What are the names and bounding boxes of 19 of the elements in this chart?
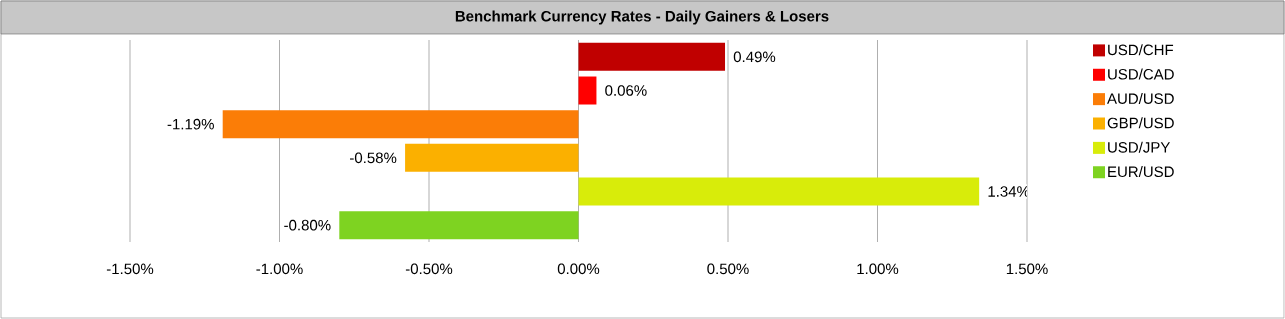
legend-label: GBP/USD xyxy=(1107,117,1174,129)
data-label: -0.80% xyxy=(284,219,331,231)
legend-label: EUR/USD xyxy=(1108,166,1174,178)
data-label: 0.06% xyxy=(605,85,647,96)
data-label: -0.58% xyxy=(350,152,397,164)
x-tick-label: -0.50% xyxy=(405,263,453,275)
x-tick-label: 0.00% xyxy=(557,263,600,275)
x-tick-label: 0.50% xyxy=(707,263,749,275)
legend-label: AUD/USD xyxy=(1107,92,1174,104)
legend-label: USD/JPY xyxy=(1108,141,1171,153)
x-tick-label: 1.50% xyxy=(1006,263,1048,275)
chart-title: Benchmark Currency Rates - Daily Gainers & Losers xyxy=(455,10,829,25)
x-tick-label: -1.50% xyxy=(106,263,154,275)
legend-label: USD/CHF xyxy=(1108,44,1174,56)
x-tick-label: -1.00% xyxy=(256,263,303,275)
x-tick-label: 1.00% xyxy=(857,263,899,275)
legend-label: USD/CAD xyxy=(1108,68,1174,80)
data-label: -1.19% xyxy=(167,118,214,130)
data-label: 0.49% xyxy=(733,51,776,63)
